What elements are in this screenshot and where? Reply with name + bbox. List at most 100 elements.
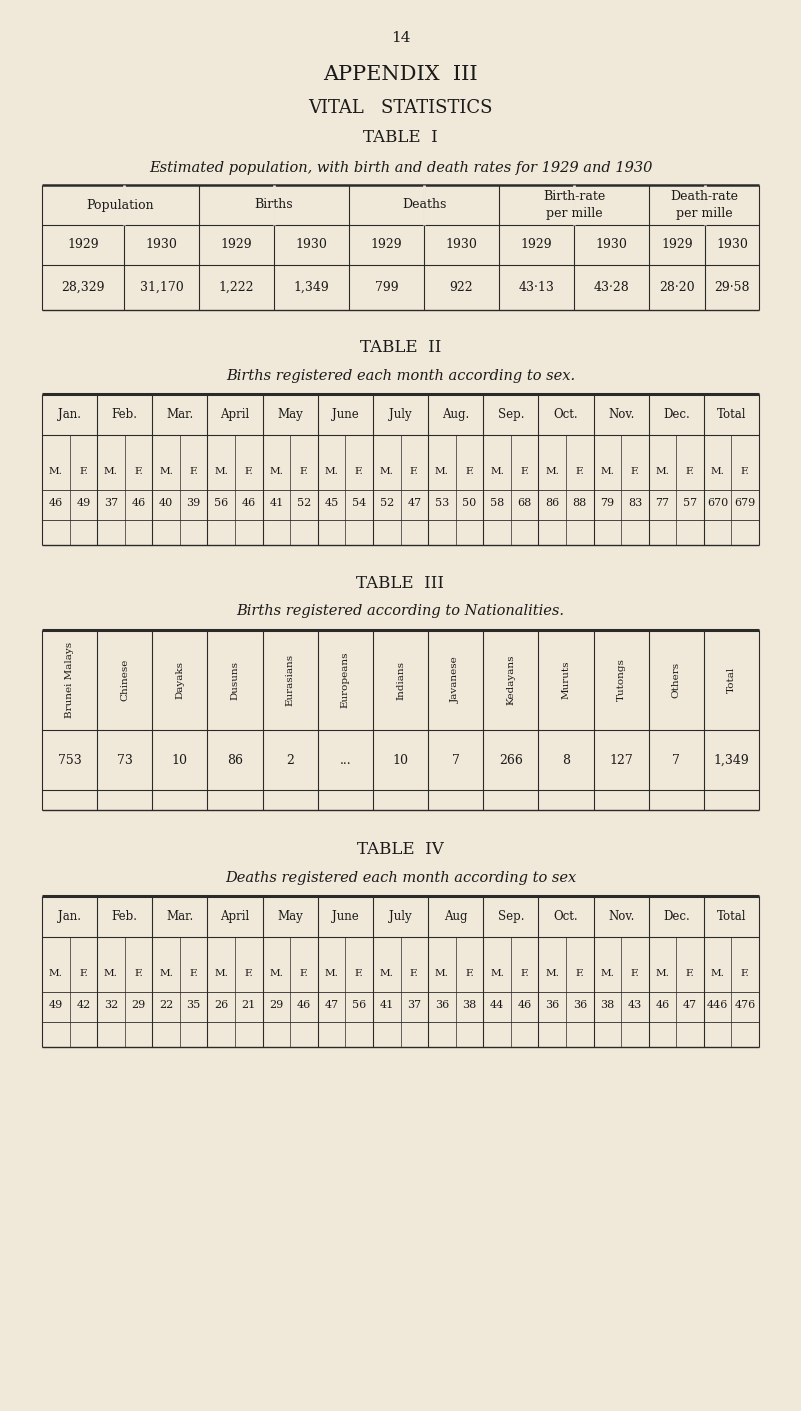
Text: Population: Population — [87, 199, 155, 212]
Text: F.: F. — [686, 467, 694, 477]
Text: 37: 37 — [407, 1000, 421, 1010]
Text: 753: 753 — [58, 753, 82, 766]
Text: M.: M. — [104, 467, 118, 477]
Text: 29·58: 29·58 — [714, 281, 750, 293]
Text: 1930: 1930 — [146, 238, 178, 251]
Text: M.: M. — [710, 969, 725, 978]
Text: Javanese: Javanese — [451, 656, 460, 703]
Text: 1929: 1929 — [661, 238, 693, 251]
Text: 1929: 1929 — [221, 238, 252, 251]
Text: 54: 54 — [352, 498, 366, 508]
Text: 52: 52 — [380, 498, 394, 508]
Text: F.: F. — [630, 467, 639, 477]
Text: Mar.: Mar. — [167, 408, 194, 420]
Text: 46: 46 — [297, 1000, 311, 1010]
Text: F.: F. — [465, 969, 474, 978]
Text: Total: Total — [717, 408, 747, 420]
Text: 49: 49 — [76, 498, 91, 508]
Text: 38: 38 — [600, 1000, 614, 1010]
Text: 86: 86 — [545, 498, 559, 508]
Text: F.: F. — [300, 969, 308, 978]
Text: Dec.: Dec. — [663, 408, 690, 420]
Text: M.: M. — [159, 969, 173, 978]
Text: M.: M. — [49, 969, 62, 978]
Text: 1929: 1929 — [521, 238, 553, 251]
Text: 73: 73 — [117, 753, 133, 766]
Text: F.: F. — [355, 467, 364, 477]
Text: July: July — [389, 910, 412, 923]
Text: F.: F. — [189, 467, 198, 477]
Text: M.: M. — [545, 467, 559, 477]
Text: 32: 32 — [104, 1000, 118, 1010]
Text: 10: 10 — [172, 753, 188, 766]
Text: Feb.: Feb. — [111, 408, 138, 420]
Text: 36: 36 — [573, 1000, 587, 1010]
Text: M.: M. — [215, 969, 228, 978]
Text: Total: Total — [717, 910, 747, 923]
Text: 47: 47 — [683, 1000, 697, 1010]
Text: F.: F. — [189, 969, 198, 978]
Text: F.: F. — [79, 969, 88, 978]
Text: Nov.: Nov. — [608, 408, 634, 420]
Text: 7: 7 — [452, 753, 460, 766]
Text: Chinese: Chinese — [120, 659, 129, 701]
Text: 28,329: 28,329 — [61, 281, 105, 293]
Text: Deaths: Deaths — [402, 199, 446, 212]
Text: 44: 44 — [490, 1000, 504, 1010]
Text: M.: M. — [269, 969, 284, 978]
Text: June: June — [332, 408, 359, 420]
Text: Eurasians: Eurasians — [286, 653, 295, 706]
Text: 1929: 1929 — [67, 238, 99, 251]
Text: APPENDIX  III: APPENDIX III — [323, 65, 478, 85]
Text: M.: M. — [435, 467, 449, 477]
Text: 47: 47 — [407, 498, 421, 508]
Text: M.: M. — [710, 467, 725, 477]
Text: 86: 86 — [227, 753, 243, 766]
Text: 14: 14 — [391, 31, 410, 45]
Text: M.: M. — [435, 969, 449, 978]
Text: 922: 922 — [449, 281, 473, 293]
Text: 57: 57 — [683, 498, 697, 508]
Text: 38: 38 — [462, 1000, 477, 1010]
Text: May: May — [277, 408, 303, 420]
Text: M.: M. — [159, 467, 173, 477]
Text: 679: 679 — [735, 498, 756, 508]
Text: TABLE  II: TABLE II — [360, 340, 441, 357]
Text: 2: 2 — [286, 753, 294, 766]
Text: 127: 127 — [610, 753, 633, 766]
Text: Sep.: Sep. — [497, 408, 524, 420]
Text: M.: M. — [655, 467, 670, 477]
Text: Sep.: Sep. — [497, 910, 524, 923]
Text: TABLE  IV: TABLE IV — [357, 841, 444, 858]
Text: 8: 8 — [562, 753, 570, 766]
Text: Dec.: Dec. — [663, 910, 690, 923]
Text: TABLE  III: TABLE III — [356, 574, 445, 591]
Text: 446: 446 — [707, 1000, 728, 1010]
Text: 46: 46 — [242, 498, 256, 508]
Text: 28·20: 28·20 — [659, 281, 694, 293]
Text: Births registered according to Nationalities.: Births registered according to Nationali… — [236, 604, 565, 618]
Text: F.: F. — [134, 969, 143, 978]
Text: Dusuns: Dusuns — [231, 660, 239, 700]
Text: 1930: 1930 — [596, 238, 627, 251]
Text: Deaths registered each month according to sex: Deaths registered each month according t… — [225, 871, 576, 885]
Text: F.: F. — [630, 969, 639, 978]
Text: 49: 49 — [49, 1000, 63, 1010]
Text: M.: M. — [601, 467, 614, 477]
Text: F.: F. — [300, 467, 308, 477]
Text: 26: 26 — [214, 1000, 228, 1010]
Text: 266: 266 — [499, 753, 523, 766]
Text: M.: M. — [545, 969, 559, 978]
Text: 58: 58 — [490, 498, 504, 508]
Text: M.: M. — [601, 969, 614, 978]
Text: Births: Births — [255, 199, 293, 212]
Text: 476: 476 — [735, 1000, 756, 1010]
Text: 1,222: 1,222 — [219, 281, 254, 293]
Text: M.: M. — [104, 969, 118, 978]
Text: Europeans: Europeans — [341, 652, 350, 708]
Text: 29: 29 — [131, 1000, 146, 1010]
Text: VITAL   STATISTICS: VITAL STATISTICS — [308, 99, 493, 117]
Text: Mar.: Mar. — [167, 910, 194, 923]
Text: 36: 36 — [435, 1000, 449, 1010]
Text: 47: 47 — [324, 1000, 339, 1010]
